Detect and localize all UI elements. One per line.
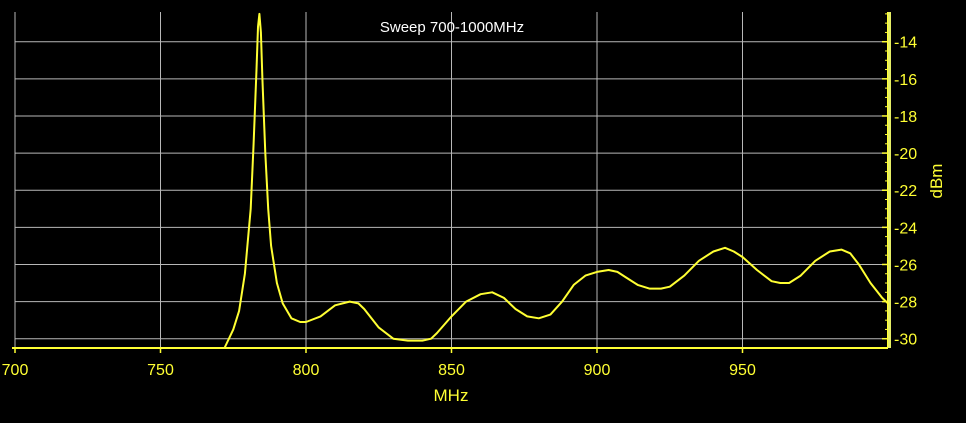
chart-title: Sweep 700-1000MHz	[380, 19, 524, 36]
y-tick-label: -24	[894, 220, 917, 237]
y-tick-label: -18	[894, 109, 917, 126]
x-tick-label: 700	[2, 362, 29, 379]
y-tick-label: -14	[894, 35, 917, 52]
y-axis-ticks: -14 -16 -18 -20 -22 -24 -26 -28 -30	[882, 12, 917, 349]
y-tick-label: -16	[894, 72, 917, 89]
y-axis-title: dBm	[927, 164, 946, 199]
y-tick-label: -22	[894, 183, 917, 200]
x-axis-title: MHz	[434, 386, 469, 405]
series-layer	[14, 12, 889, 349]
x-tick-label: 950	[729, 362, 756, 379]
y-tick-label: -20	[894, 146, 917, 163]
y-axis-bar	[888, 12, 891, 348]
y-tick-label: -28	[894, 295, 917, 312]
x-tick-label: 900	[584, 362, 611, 379]
x-tick-label: 750	[147, 362, 174, 379]
x-tick-label: 850	[438, 362, 465, 379]
series-line	[14, 12, 889, 349]
y-tick-label: -30	[894, 332, 917, 349]
x-tick-label: 800	[293, 362, 320, 379]
y-tick-label: -26	[894, 257, 917, 274]
grid-lines	[14, 12, 888, 348]
